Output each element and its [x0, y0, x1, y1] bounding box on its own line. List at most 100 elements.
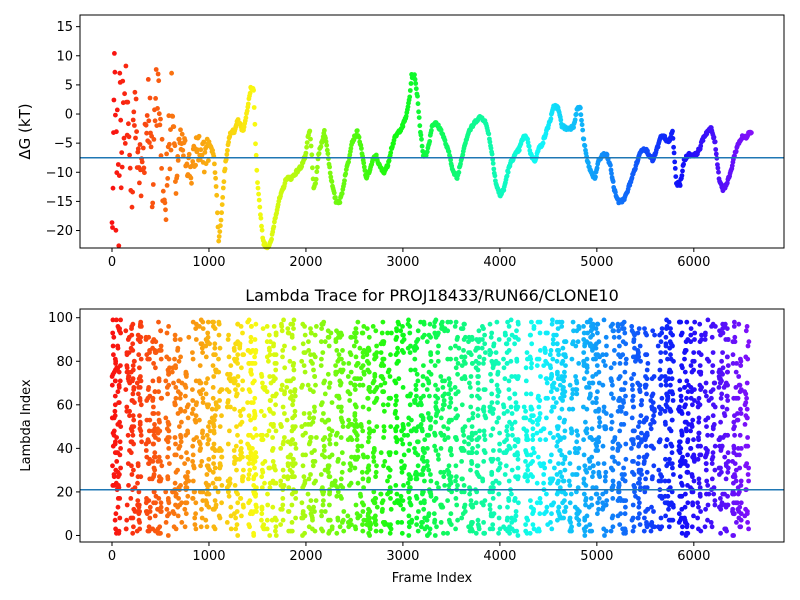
lambda-point	[152, 450, 158, 456]
lambda-point	[496, 415, 501, 421]
lambda-point	[507, 395, 512, 401]
lambda-point	[487, 526, 493, 532]
lambda-point	[637, 500, 642, 506]
lambda-point	[265, 491, 270, 497]
dg-point	[303, 150, 309, 156]
lambda-point	[190, 459, 196, 464]
lambda-point	[536, 526, 542, 532]
dg-point	[309, 152, 315, 158]
lambda-point	[299, 500, 305, 506]
dg-point	[139, 159, 145, 165]
lambda-point	[353, 502, 359, 508]
lambda-point	[394, 398, 399, 403]
lambda-point	[163, 489, 169, 495]
lambda-point	[138, 402, 144, 408]
lambda-point	[555, 371, 560, 377]
lambda-point	[280, 502, 286, 508]
dg-point	[579, 122, 585, 128]
lambda-point	[293, 515, 298, 521]
lambda-point	[696, 504, 701, 510]
lambda-point	[512, 517, 518, 523]
lambda-point	[712, 443, 718, 449]
lambda-point	[586, 456, 592, 462]
lambda-point	[178, 432, 183, 438]
lambda-point	[135, 337, 141, 342]
lambda-point	[228, 504, 234, 510]
lambda-point	[512, 341, 517, 347]
lambda-point	[615, 324, 621, 329]
lambda-point	[399, 339, 405, 345]
lambda-point	[198, 524, 204, 530]
lambda-point	[280, 441, 286, 447]
lambda-point	[248, 334, 254, 340]
lambda-point	[270, 478, 276, 484]
lambda-point	[407, 324, 413, 329]
lambda-point	[415, 528, 421, 534]
lambda-point	[336, 352, 342, 358]
lambda-point	[554, 472, 560, 477]
lambda-point	[594, 363, 600, 368]
lambda-point	[138, 432, 144, 438]
lambda-point	[270, 393, 276, 399]
lambda-point	[637, 419, 642, 425]
lambda-point	[395, 345, 400, 351]
lambda-point	[354, 330, 359, 336]
lambda-point	[407, 330, 413, 336]
lambda-point	[501, 365, 507, 371]
lambda-point	[595, 448, 601, 453]
lambda-point	[658, 339, 664, 345]
lambda-point	[130, 391, 136, 397]
lambda-point	[260, 326, 266, 331]
lambda-point	[662, 419, 668, 425]
lambda-point	[353, 339, 359, 345]
lambda-point	[469, 459, 474, 464]
lambda-point	[129, 424, 135, 429]
lambda-point	[704, 424, 709, 429]
lambda-point	[584, 369, 590, 375]
lambda-point	[393, 483, 399, 488]
lambda-point	[744, 324, 750, 329]
lambda-point	[210, 480, 216, 486]
lambda-point	[590, 474, 595, 480]
lambda-point	[671, 504, 676, 510]
dg-point	[125, 99, 131, 105]
lambda-point	[433, 334, 439, 340]
lambda-point	[308, 352, 313, 358]
lambda-point	[387, 374, 393, 379]
lambda-point	[135, 474, 141, 480]
lambda-point	[289, 332, 295, 338]
lambda-point	[245, 400, 251, 405]
lambda-point	[313, 498, 319, 503]
lambda-point	[212, 417, 217, 423]
lambda-point	[281, 317, 286, 323]
lambda-point	[677, 319, 682, 325]
lambda-point	[597, 474, 603, 480]
lambda-point	[366, 506, 371, 512]
lambda-point	[337, 334, 343, 340]
lambda-point	[523, 408, 528, 414]
lambda-point	[264, 324, 270, 329]
dg-point	[712, 139, 718, 145]
lambda-point	[310, 419, 316, 425]
lambda-point	[385, 522, 391, 527]
y-tick-label: 60	[56, 398, 73, 413]
lambda-point	[566, 478, 572, 484]
lambda-point	[117, 326, 122, 331]
lambda-point	[115, 504, 121, 510]
lambda-point	[172, 332, 178, 338]
lambda-point	[725, 450, 731, 456]
lambda-point	[562, 389, 568, 395]
lambda-point	[643, 443, 649, 449]
lambda-point	[718, 419, 723, 425]
dg-point	[713, 151, 719, 157]
lambda-point	[253, 472, 259, 477]
lambda-point	[635, 480, 641, 486]
dg-point	[114, 107, 120, 113]
lambda-point	[252, 426, 258, 432]
lambda-point	[287, 358, 293, 364]
lambda-point	[663, 334, 669, 340]
lambda-point	[366, 334, 372, 340]
lambda-point	[407, 485, 413, 490]
lambda-point	[570, 339, 576, 345]
lambda-point	[554, 332, 559, 338]
